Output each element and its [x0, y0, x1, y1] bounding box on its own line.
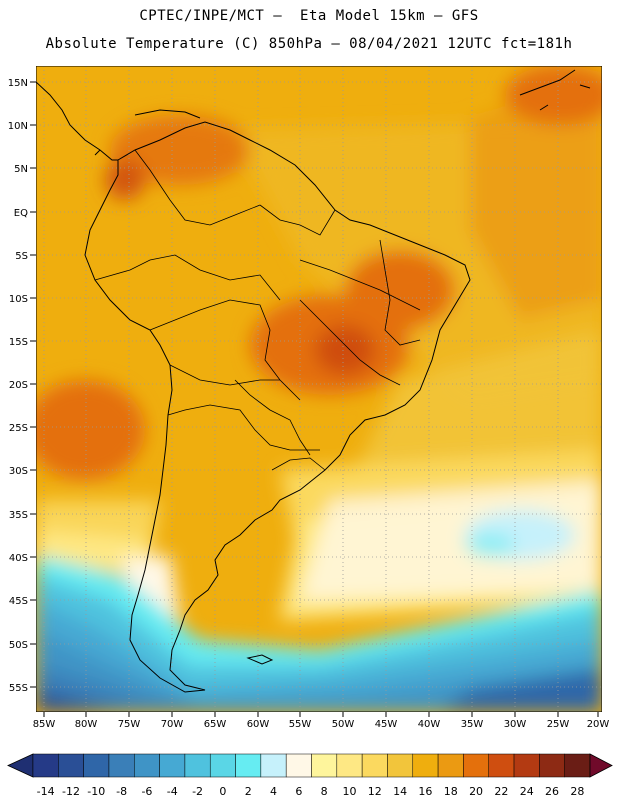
colorbar-swatch — [235, 753, 262, 778]
colorbar-label: -4 — [167, 785, 178, 798]
lon-tick-label: 35W — [461, 719, 484, 730]
colorbar-label: 24 — [520, 785, 534, 798]
colorbar-label: 20 — [469, 785, 483, 798]
lon-tick-label: 85W — [33, 719, 56, 730]
lon-tick-label: 60W — [247, 719, 270, 730]
lon-tick-label: 30W — [504, 719, 527, 730]
lat-tick-label: 5S — [15, 251, 28, 262]
colorbar-swatch — [488, 753, 515, 778]
colorbar-swatch — [209, 753, 236, 778]
lat-tick-label: 50S — [9, 640, 28, 651]
lat-tick-label: 30S — [9, 466, 28, 477]
colorbar-swatch — [311, 753, 338, 778]
country-borders — [94, 149, 421, 471]
colorbar-swatch — [437, 753, 464, 778]
colorbar-swatch — [108, 753, 135, 778]
colorbar-swatch — [564, 753, 591, 778]
colorbar-over-arrow — [589, 753, 613, 778]
lat-tick-label: 15N — [8, 78, 28, 89]
colorbar-swatch — [387, 753, 414, 778]
colorbar-label: -10 — [87, 785, 105, 798]
colorbar-swatch — [260, 753, 287, 778]
lon-tick-label: 40W — [418, 719, 441, 730]
colorbar-swatch — [513, 753, 540, 778]
lon-tick-label: 55W — [289, 719, 312, 730]
colorbar-swatch — [32, 753, 59, 778]
colorbar: -14 -12 -10 -8 -6 -4 -2 0 2 4 6 8 10 12 14 16 18 20 22 24 26… — [7, 753, 613, 798]
colorbar-swatch — [184, 753, 211, 778]
temperature-field — [36, 66, 602, 712]
lat-tick-label: 25S — [9, 423, 28, 434]
lat-tick-label: 10S — [9, 294, 28, 305]
central-america-coastline — [36, 81, 201, 161]
lat-tick-label: 20S — [9, 380, 28, 391]
falklands — [246, 654, 274, 665]
colorbar-label: 2 — [245, 785, 252, 798]
colorbar-swatch — [285, 753, 312, 778]
colorbar-label: -6 — [141, 785, 152, 798]
colorbar-label: 10 — [342, 785, 356, 798]
title-line-1: CPTEC/INPE/MCT – Eta Model 15km – GFS — [139, 8, 479, 24]
lon-tick-label: 65W — [204, 719, 227, 730]
longitude-axis: 85W 80W 75W 70W 65W 60W 55W 50W 45W 40W 35W 30W 25W 2… — [33, 712, 610, 730]
colorbar-swatch — [336, 753, 363, 778]
colorbar-label: 16 — [418, 785, 432, 798]
colorbar-label: 12 — [368, 785, 382, 798]
lat-tick-label: 45S — [9, 596, 28, 607]
colorbar-swatch — [159, 753, 186, 778]
colorbar-swatch — [134, 753, 160, 778]
coastlines — [36, 69, 591, 693]
colorbar-label: -12 — [62, 785, 80, 798]
latitude-axis: 15N 10N 5N EQ 5S 10S 15S 20S 25S 30S 35S 40S 45S 50S 5… — [8, 78, 36, 694]
colorbar-label: 8 — [321, 785, 328, 798]
colorbar-swatch — [463, 753, 489, 778]
colorbar-swatch — [83, 753, 110, 778]
colorbar-label: 0 — [219, 785, 226, 798]
lat-tick-label: 35S — [9, 510, 28, 521]
lon-tick-label: 80W — [75, 719, 98, 730]
colorbar-label: -14 — [37, 785, 55, 798]
colorbar-label: 28 — [570, 785, 584, 798]
lon-tick-label: 70W — [161, 719, 184, 730]
lat-tick-label: EQ — [14, 208, 28, 219]
lon-tick-label: 75W — [118, 719, 141, 730]
colorbar-swatch — [361, 753, 388, 778]
colorbar-label: 18 — [444, 785, 458, 798]
colorbar-swatch — [412, 753, 439, 778]
lat-tick-label: 40S — [9, 553, 28, 564]
lat-tick-label: 5N — [14, 164, 28, 175]
south-america-coastline — [84, 121, 471, 693]
lat-tick-label: 10N — [8, 121, 28, 132]
colorbar-under-arrow — [7, 753, 34, 778]
lon-tick-label: 25W — [547, 719, 570, 730]
colorbar-label: 6 — [295, 785, 302, 798]
lon-tick-label: 50W — [332, 719, 355, 730]
colorbar-label: 26 — [545, 785, 559, 798]
lat-tick-label: 15S — [9, 337, 28, 348]
colorbar-swatch — [58, 753, 84, 778]
caribbean-islands — [519, 69, 591, 111]
colorbar-label: -2 — [192, 785, 203, 798]
colorbar-swatch — [539, 753, 565, 778]
colorbar-label: 14 — [393, 785, 407, 798]
lon-tick-label: 20W — [587, 719, 610, 730]
lat-tick-label: 55S — [9, 683, 28, 694]
lon-tick-label: 45W — [375, 719, 398, 730]
colorbar-label: 22 — [494, 785, 508, 798]
colorbar-label: -8 — [116, 785, 127, 798]
title-line-2: Absolute Temperature (C) 850hPa – 08/04/… — [45, 36, 573, 52]
colorbar-label: 4 — [270, 785, 277, 798]
